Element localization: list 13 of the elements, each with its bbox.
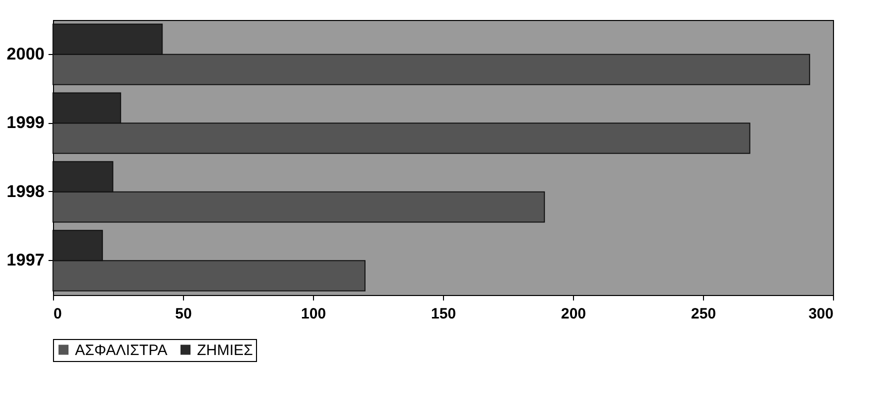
legend-label: ΖΗΜΙΕΣ [197, 342, 253, 359]
y-tick-label: 1997 [6, 250, 44, 270]
y-tick-label: 1999 [6, 113, 44, 132]
x-tick-label: 150 [430, 306, 456, 322]
y-tick-label: 1998 [6, 182, 44, 201]
x-tick-label: 300 [808, 306, 834, 322]
x-tick-label: 0 [54, 306, 62, 322]
x-tick-label: 250 [690, 306, 716, 322]
legend-label: ΑΣΦΑΛΙΣΤΡΑ [75, 342, 168, 359]
x-tick-label: 100 [300, 306, 326, 322]
x-tick-label: 50 [175, 306, 192, 322]
y-tick-label: 2000 [6, 44, 44, 64]
x-tick-label: 200 [560, 306, 586, 322]
